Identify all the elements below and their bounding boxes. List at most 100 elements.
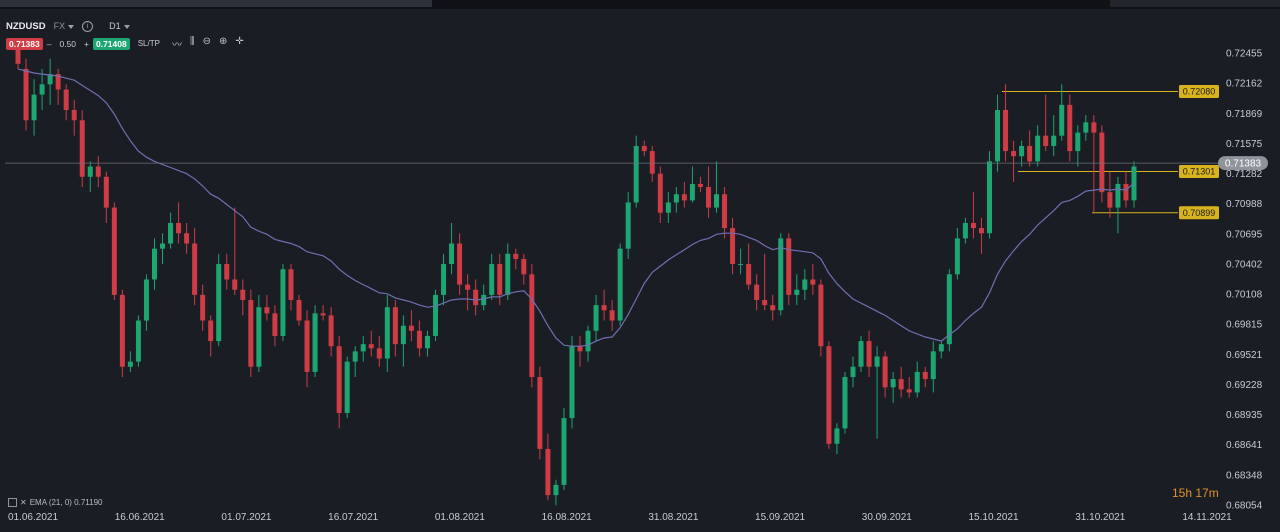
candle bbox=[754, 274, 760, 311]
candle-body bbox=[143, 279, 149, 321]
candle-body bbox=[15, 43, 21, 64]
candle bbox=[71, 99, 77, 136]
candle bbox=[416, 320, 422, 357]
candle-body bbox=[360, 344, 366, 352]
candle bbox=[248, 289, 254, 378]
level-tag bbox=[1179, 165, 1219, 179]
candle-body bbox=[1043, 135, 1049, 146]
x-tick-label: 16.07.2021 bbox=[328, 512, 378, 523]
candle bbox=[922, 366, 928, 388]
candle-body bbox=[1019, 145, 1025, 157]
candle bbox=[746, 243, 752, 290]
price-level[interactable]: 0.70899 bbox=[1092, 206, 1219, 220]
candle bbox=[1027, 130, 1033, 167]
increase-lot-button[interactable]: + bbox=[84, 38, 89, 49]
zoom-in-icon[interactable]: ⊕ bbox=[218, 36, 228, 47]
candle bbox=[408, 310, 414, 342]
candle-body bbox=[730, 228, 736, 265]
price-axis: 0.72455 0.72162 0.71869 0.71575 0.71282 0.709… bbox=[1226, 49, 1263, 512]
info-icon[interactable]: i bbox=[82, 20, 94, 32]
candle-body bbox=[1115, 183, 1121, 208]
candle-body bbox=[754, 284, 760, 301]
candle-body bbox=[954, 238, 960, 275]
candle bbox=[906, 377, 912, 398]
candle-body bbox=[103, 176, 109, 208]
close-icon[interactable]: ✕ bbox=[20, 498, 27, 507]
candle bbox=[505, 243, 511, 301]
candle-body bbox=[384, 307, 390, 359]
candle bbox=[224, 253, 230, 290]
candle-body bbox=[513, 253, 519, 259]
candle bbox=[890, 371, 896, 403]
candle-body bbox=[657, 173, 663, 213]
indicators-icon[interactable]: ⫼ bbox=[189, 36, 195, 47]
candle bbox=[1099, 125, 1105, 203]
candle bbox=[95, 156, 101, 188]
y-tick-label: 0.71869 bbox=[1226, 109, 1263, 120]
indicator-legend[interactable]: ✕ EMA (21, 0) 0.71190 bbox=[8, 498, 103, 507]
x-tick-label: 01.06.2021 bbox=[8, 512, 58, 523]
candle-body bbox=[681, 194, 687, 201]
market-label: FX bbox=[53, 21, 66, 31]
x-tick-label: 31.08.2021 bbox=[648, 512, 698, 523]
candle bbox=[320, 305, 326, 321]
price-level[interactable]: 0.71301 bbox=[1018, 165, 1219, 179]
candle bbox=[384, 294, 390, 372]
candle-body bbox=[521, 258, 527, 275]
y-tick-label: 0.70988 bbox=[1226, 199, 1263, 210]
market-type[interactable]: FX bbox=[54, 21, 75, 31]
line-chart-icon[interactable]: 〰 bbox=[171, 40, 182, 51]
candle-body bbox=[376, 348, 382, 359]
candle-body bbox=[1099, 132, 1105, 193]
zoom-out-icon[interactable]: ⊖ bbox=[202, 36, 211, 47]
y-tick-label: 0.69521 bbox=[1226, 350, 1263, 361]
candle bbox=[786, 233, 792, 306]
candle-body bbox=[192, 243, 198, 295]
x-tick-label: 30.09.2021 bbox=[862, 512, 912, 523]
level-tag bbox=[1179, 85, 1219, 99]
price-level[interactable]: 0.72080 bbox=[1002, 85, 1219, 99]
indicator-settings-icon[interactable] bbox=[8, 498, 17, 507]
ema-label: EMA (21, 0) 0.71190 bbox=[29, 498, 103, 507]
candle bbox=[192, 228, 198, 306]
candle bbox=[633, 135, 639, 208]
candle bbox=[569, 335, 575, 429]
candle-body bbox=[914, 371, 920, 393]
x-tick-label: 16.06.2021 bbox=[115, 512, 165, 523]
candle bbox=[705, 166, 711, 218]
candle-body bbox=[866, 341, 872, 367]
timeframe-select[interactable]: D1 bbox=[109, 21, 130, 31]
candle-body bbox=[986, 161, 992, 234]
x-tick-label: 16.08.2021 bbox=[542, 512, 592, 523]
candle-body bbox=[689, 183, 695, 201]
sl-tp-button[interactable]: SL/TP bbox=[137, 39, 160, 48]
candle-body bbox=[505, 253, 511, 295]
candle bbox=[184, 222, 190, 254]
candle bbox=[216, 253, 222, 347]
crosshair-icon[interactable]: ✛ bbox=[235, 36, 244, 47]
candle bbox=[641, 140, 647, 157]
candle-body bbox=[938, 344, 944, 352]
candle-body bbox=[1059, 104, 1065, 136]
candle-body bbox=[1027, 145, 1033, 162]
decrease-lot-button[interactable]: – bbox=[46, 38, 52, 49]
candle bbox=[168, 212, 174, 249]
candle bbox=[1051, 115, 1057, 157]
top-tab-strip[interactable] bbox=[0, 0, 432, 7]
buy-button[interactable]: 0.71408 bbox=[92, 37, 130, 50]
candle-body bbox=[810, 279, 816, 285]
candle bbox=[802, 269, 808, 301]
lot-size-input[interactable]: 0.50 bbox=[59, 38, 77, 49]
candle-body bbox=[649, 151, 655, 174]
sell-button[interactable]: 0.71383 bbox=[6, 37, 43, 50]
candle bbox=[810, 264, 816, 295]
symbol-label[interactable]: NZDUSD bbox=[6, 20, 46, 32]
candle-body bbox=[392, 307, 398, 345]
candle-body bbox=[617, 248, 623, 321]
candle bbox=[866, 330, 872, 378]
candle bbox=[681, 181, 687, 208]
candle bbox=[31, 79, 37, 136]
candle-body bbox=[850, 366, 856, 378]
candle bbox=[1059, 84, 1065, 141]
